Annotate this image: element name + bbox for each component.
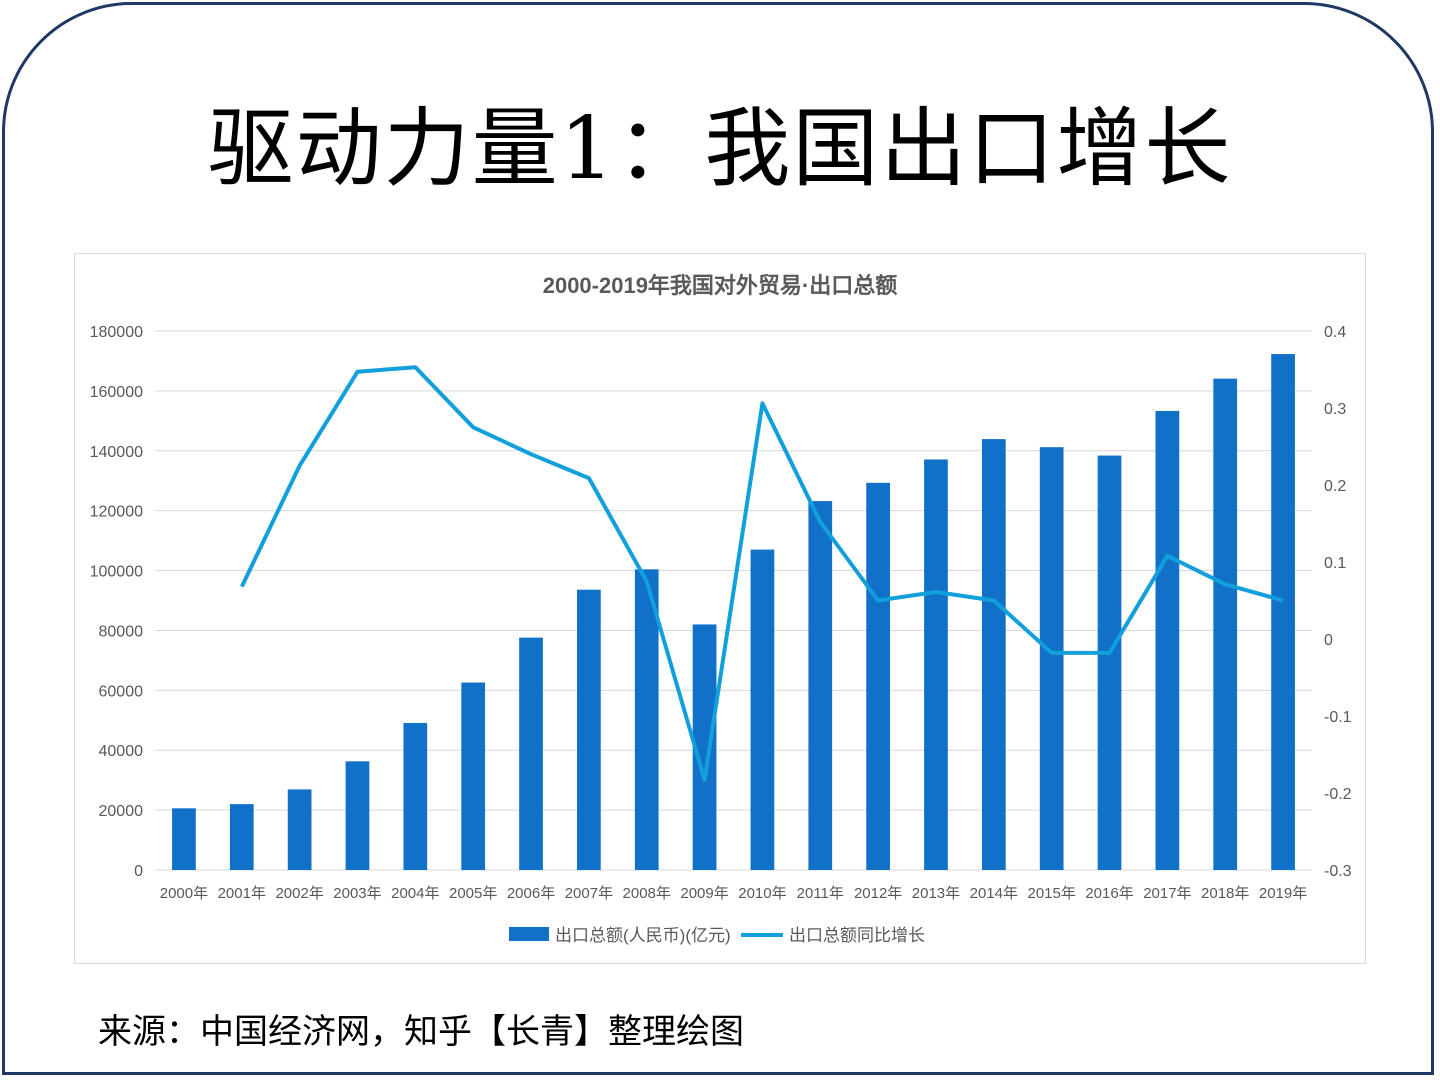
x-tick-label: 2016年: [1085, 885, 1133, 902]
x-tick-label: 2019年: [1259, 885, 1307, 902]
y-left-tick-label: 140000: [90, 444, 143, 461]
x-tick-label: 2003年: [333, 885, 381, 902]
y-left-tick-label: 100000: [90, 564, 143, 581]
bar: [1039, 447, 1064, 870]
x-tick-label: 2007年: [565, 885, 613, 902]
x-tick-label: 2014年: [970, 885, 1018, 902]
y-right-tick-label: 0: [1324, 632, 1333, 649]
legend-bar-label: 出口总额(人民币)(亿元): [555, 926, 731, 945]
bar: [924, 459, 948, 870]
legend: 出口总额(人民币)(亿元) 出口总额同比增长: [509, 926, 925, 945]
y-left-tick-label: 60000: [99, 683, 144, 700]
x-tick-label: 2001年: [218, 885, 266, 902]
line-series: [239, 365, 1284, 782]
growth-line: [239, 365, 1284, 782]
x-tick-label: 2017年: [1143, 885, 1191, 902]
y-right-tick-label: 0.4: [1324, 324, 1346, 341]
x-tick-label: 2002年: [275, 885, 323, 902]
bar: [403, 722, 428, 870]
y-left-tick-label: 160000: [90, 384, 143, 401]
y-left-tick-label: 120000: [90, 504, 143, 521]
y-right-tick-label: -0.2: [1324, 786, 1352, 803]
y-left-tick-label: 20000: [99, 803, 144, 820]
x-tick-label: 2011年: [797, 885, 844, 902]
legend-line-label: 出口总额同比增长: [789, 926, 925, 945]
bar: [229, 804, 254, 870]
bar: [577, 589, 601, 870]
y-right-tick-label: -0.1: [1324, 709, 1352, 726]
y-left-tick-label: 180000: [90, 324, 143, 341]
bar: [519, 637, 543, 870]
bar-series: [172, 354, 1295, 870]
x-tick-label: 2004年: [391, 885, 439, 902]
x-tick-label: 2018年: [1201, 885, 1249, 902]
bar: [461, 682, 486, 870]
x-tick-label: 2000年: [160, 885, 208, 902]
chart-container: 2000-2019年我国对外贸易·出口总额 0 20000 40000 60000 80…: [74, 253, 1366, 964]
legend-bar-swatch: [509, 927, 549, 941]
bar: [808, 501, 833, 870]
y-right-tick-label: 0.3: [1324, 401, 1346, 418]
x-tick-label: 2015年: [1027, 885, 1075, 902]
x-tick-label: 2012年: [854, 885, 902, 902]
y-right-tick-label: 0.1: [1324, 555, 1346, 572]
bar: [172, 808, 196, 870]
y-left-tick-label: 40000: [99, 743, 144, 760]
bar: [345, 761, 370, 870]
x-tick-label: 2005年: [449, 885, 497, 902]
x-tick-label: 2006年: [507, 885, 555, 902]
export-chart: 2000-2019年我国对外贸易·出口总额 0 20000 40000 60000 80…: [90, 273, 1352, 945]
chart-title: 2000-2019年我国对外贸易·出口总额: [543, 273, 898, 298]
y-left-tick-label: 80000: [99, 623, 144, 640]
bar: [1097, 455, 1122, 870]
bar: [1213, 378, 1238, 870]
slide-title: 驱动力量1：我国出口增长: [207, 99, 1233, 199]
bar: [1155, 410, 1180, 870]
axis-labels: 0 20000 40000 60000 80000 100000 120000 140000 1…: [90, 324, 1352, 902]
y-right-tick-label: -0.3: [1324, 863, 1352, 880]
bar: [981, 439, 1006, 870]
y-right-tick-label: 0.2: [1324, 478, 1346, 495]
source-note: 来源：中国经济网，知乎【长青】整理绘图: [98, 1012, 744, 1052]
bar: [866, 482, 890, 870]
bar: [692, 624, 717, 870]
bar: [750, 549, 775, 870]
bar: [287, 789, 312, 870]
x-tick-label: 2010年: [738, 885, 786, 902]
x-tick-label: 2013年: [912, 885, 960, 902]
bar: [634, 569, 659, 870]
x-tick-label: 2009年: [680, 885, 728, 902]
x-tick-label: 2008年: [623, 885, 671, 902]
y-left-tick-label: 0: [134, 863, 143, 880]
bar: [1271, 354, 1295, 870]
